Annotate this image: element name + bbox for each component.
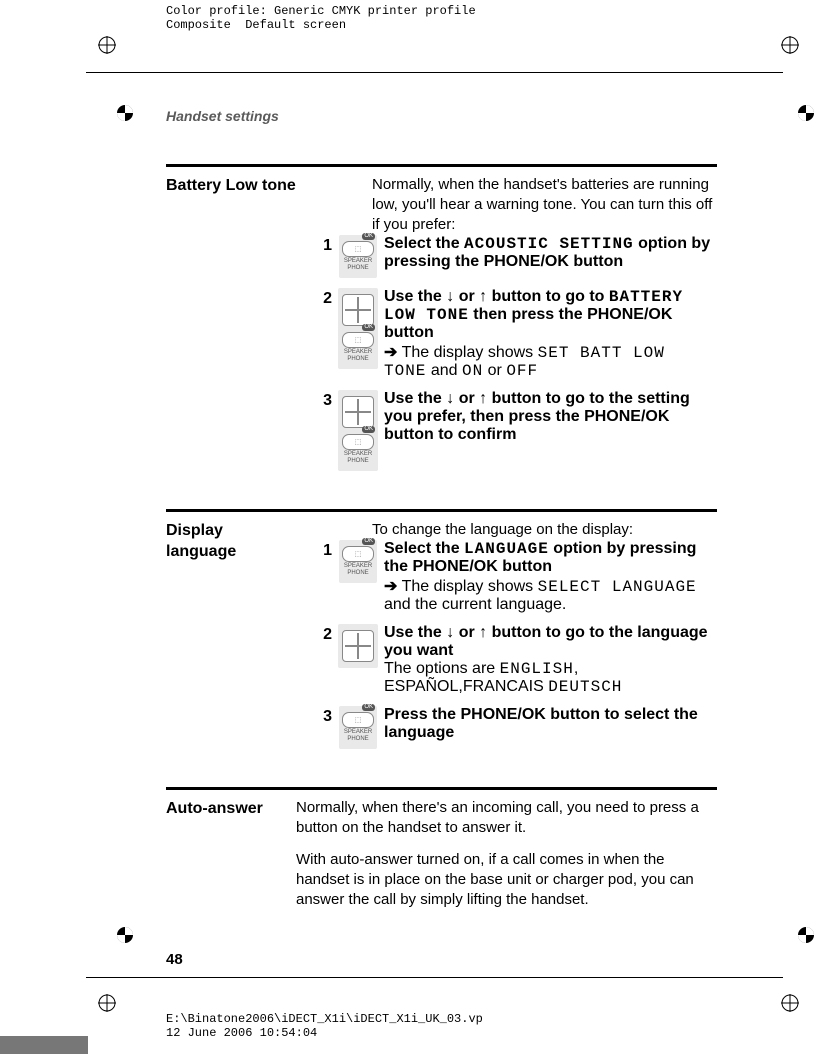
reg-target-icon <box>116 926 134 944</box>
step-text: Select the LANGUAGE option by pressing t… <box>378 540 717 614</box>
section-auto-answer: Auto-answer Normally, when there's an in… <box>166 787 717 910</box>
step-number: 2 <box>296 624 338 696</box>
section-title: Battery Low tone <box>166 169 296 481</box>
step-text: Use the ↓ or ↑ button to go to BATTERY L… <box>378 288 717 380</box>
step-number: 1 <box>296 540 338 614</box>
reg-cross-icon <box>98 994 116 1012</box>
step-3: 3 OK⬚ SPEAKERPHONE Use the ↓ or ↑ button… <box>296 390 717 471</box>
reg-cross-icon <box>781 994 799 1012</box>
reg-cross-icon <box>98 36 116 54</box>
paragraph: With auto-answer turned on, if a call co… <box>296 850 717 910</box>
page-number: 48 <box>166 951 183 968</box>
nav-key-icon: OK⬚ SPEAKERPHONE <box>338 390 378 471</box>
step-text: Use the ↓ or ↑ button to go to the langu… <box>378 624 717 696</box>
crop-rule <box>86 977 783 978</box>
crop-rule <box>86 72 783 73</box>
nav-key-icon: OK⬚ SPEAKERPHONE <box>338 288 378 369</box>
chapter-heading: Handset settings <box>166 108 279 124</box>
step-1: 1 OK⬚ SPEAKERPHONE Select the LANGUAGE o… <box>296 540 717 614</box>
gray-corner-tab <box>0 1036 88 1054</box>
ok-key-icon: OK⬚ SPEAKERPHONE <box>339 540 377 583</box>
section-title: Auto-answer <box>166 792 296 910</box>
paragraph: Normally, when there's an incoming call,… <box>296 798 717 838</box>
step-1: 1 OK⬚ SPEAKERPHONE Select the ACOUSTIC S… <box>296 235 717 278</box>
step-2: 2 OK⬚ SPEAKERPHONE Use the ↓ or ↑ button… <box>296 288 717 380</box>
section-battery-low-tone: Battery Low tone Normally, when the hand… <box>166 164 717 481</box>
section-intro: To change the language on the display: <box>372 514 717 540</box>
ok-key-icon: OK⬚ SPEAKERPHONE <box>339 706 377 749</box>
section-intro: Normally, when the handset's batteries a… <box>372 169 717 235</box>
step-3: 3 OK⬚ SPEAKERPHONE Press the PHONE/OK bu… <box>296 706 717 749</box>
step-number: 3 <box>296 390 338 471</box>
step-number: 2 <box>296 288 338 380</box>
printer-meta-bottom: E:\Binatone2006\iDECT_X1i\iDECT_X1i_UK_0… <box>166 1012 483 1040</box>
step-text: Use the ↓ or ↑ button to go to the setti… <box>378 390 717 471</box>
reg-target-icon <box>116 104 134 122</box>
page: Color profile: Generic CMYK printer prof… <box>0 0 837 1054</box>
nav-key-icon <box>338 624 378 668</box>
reg-target-icon <box>797 926 815 944</box>
step-text: Press the PHONE/OK button to select the … <box>378 706 717 749</box>
content-area: Battery Low tone Normally, when the hand… <box>166 164 717 910</box>
section-title: Display language <box>166 514 296 759</box>
step-2: 2 Use the ↓ or ↑ button to go to the lan… <box>296 624 717 696</box>
step-text: Select the ACOUSTIC SETTING option by pr… <box>378 235 717 278</box>
ok-key-icon: OK⬚ SPEAKERPHONE <box>339 235 377 278</box>
section-display-language: Display language To change the language … <box>166 509 717 759</box>
step-number: 3 <box>296 706 338 749</box>
reg-cross-icon <box>781 36 799 54</box>
step-number: 1 <box>296 235 338 278</box>
printer-meta-top: Color profile: Generic CMYK printer prof… <box>166 4 476 32</box>
reg-target-icon <box>797 104 815 122</box>
